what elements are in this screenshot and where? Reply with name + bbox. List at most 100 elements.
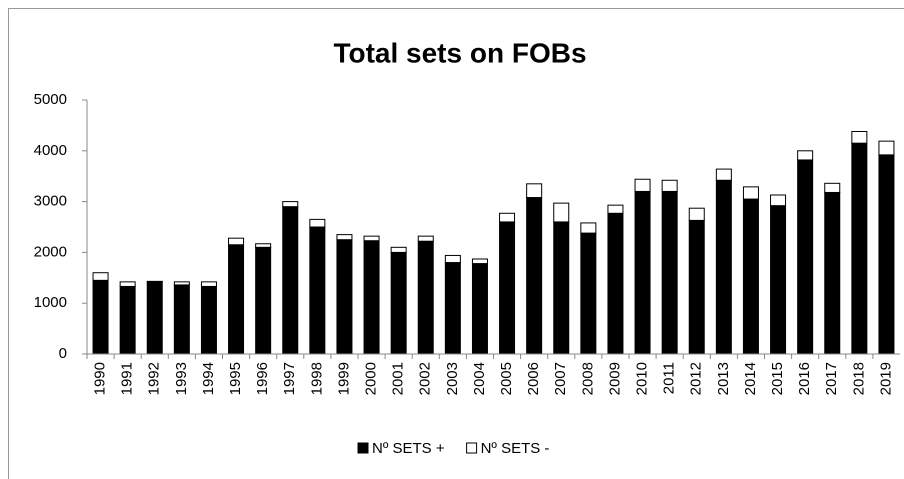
bar-segment (661, 190, 678, 355)
x-tick-label: 2002 (417, 362, 434, 395)
bar-segment (282, 201, 299, 208)
bar-segment (336, 239, 353, 355)
bar-segment (851, 130, 868, 144)
bar-segment (878, 140, 895, 156)
bar-segment (851, 142, 868, 355)
bar-segment (471, 263, 488, 355)
bar-segment (444, 262, 461, 355)
bar-segment (146, 280, 163, 283)
bar-segment (336, 234, 353, 241)
x-tick-label: 2008 (579, 362, 596, 395)
x-tick-label: 2003 (444, 362, 461, 395)
bar-segment (742, 198, 759, 355)
x-tick-label: 1995 (227, 362, 244, 395)
bar-segment (119, 281, 136, 287)
y-tick-label: 0 (59, 345, 67, 362)
bar-segment (309, 218, 326, 228)
bar-segment (770, 205, 787, 355)
bar-segment (553, 202, 570, 223)
bar-segment (309, 226, 326, 355)
bar-segment (417, 235, 434, 242)
x-tick-label: 2017 (823, 362, 840, 395)
bar-segment (715, 168, 732, 181)
bar-segment (715, 179, 732, 355)
legend-label: Nº SETS - (481, 440, 550, 457)
bar-segment (200, 285, 217, 355)
bar-segment (634, 178, 651, 192)
x-tick-label: 2018 (850, 362, 867, 395)
x-tick-label: 1994 (200, 362, 217, 395)
bar-segment (607, 204, 624, 214)
bar-segment (471, 258, 488, 265)
bar-segment (363, 235, 380, 242)
bar-segment (228, 237, 245, 246)
x-tick-label: 2006 (525, 362, 542, 395)
bar-segment (499, 212, 516, 223)
bar-segment (688, 219, 705, 355)
bar-segment (363, 240, 380, 355)
bar-segment (390, 246, 407, 253)
x-tick-label: 2014 (742, 362, 759, 395)
x-tick-label: 2016 (796, 362, 813, 395)
x-tick-label: 1990 (92, 362, 109, 395)
x-tick-label: 1998 (308, 362, 325, 395)
x-tick-label: 2013 (715, 362, 732, 395)
x-tick-label: 1992 (146, 362, 163, 395)
legend-swatch (466, 442, 478, 454)
y-tick-label: 3000 (34, 193, 67, 210)
bar-segment (634, 190, 651, 355)
bar-segment (228, 244, 245, 355)
x-tick-label: 2000 (363, 362, 380, 395)
bar-segment (200, 281, 217, 287)
bar-segment (797, 159, 814, 355)
x-tick-label: 2001 (390, 362, 407, 395)
x-tick-label: 2019 (877, 362, 894, 395)
x-tick-label: 1991 (119, 362, 136, 395)
x-tick-label: 1996 (254, 362, 271, 395)
bar-segment (553, 221, 570, 355)
x-tick-label: 1997 (281, 362, 298, 395)
bar-segment (688, 207, 705, 221)
x-tick-label: 2012 (688, 362, 705, 395)
bar-segment (878, 154, 895, 355)
bar-segment (499, 221, 516, 355)
bar-segment (526, 183, 543, 199)
bar-segment (119, 285, 136, 355)
x-tick-label: 2010 (634, 362, 651, 395)
x-tick-label: 2009 (606, 362, 623, 395)
x-tick-label: 1993 (173, 362, 190, 395)
bar-segment (92, 272, 109, 281)
x-tick-label: 2015 (769, 362, 786, 395)
bar-segment (173, 284, 190, 355)
y-tick-label: 5000 (34, 91, 67, 108)
chart-frame (8, 8, 904, 479)
bar-segment (255, 243, 272, 248)
x-tick-label: 1999 (335, 362, 352, 395)
bar-segment (444, 254, 461, 264)
bar-segment (797, 150, 814, 161)
x-tick-label: 2005 (498, 362, 515, 395)
legend-label: Nº SETS + (372, 440, 445, 457)
y-tick-label: 1000 (34, 294, 67, 311)
y-tick-label: 2000 (34, 243, 67, 260)
chart-title: Total sets on FOBs (333, 37, 586, 68)
bar-segment (92, 279, 109, 355)
bar-segment (255, 246, 272, 355)
bar-segment (282, 206, 299, 355)
bar-segment (173, 281, 190, 286)
x-tick-label: 2004 (471, 362, 488, 395)
x-tick-label: 2007 (552, 362, 569, 395)
x-tick-label: 2011 (661, 362, 678, 394)
bar-segment (661, 179, 678, 192)
bar-segment (742, 186, 759, 200)
bar-segment (526, 197, 543, 355)
bar-segment (607, 212, 624, 355)
bar-segment (824, 191, 841, 355)
bar-segment (580, 222, 597, 234)
bar-segment (417, 240, 434, 355)
bar-segment (824, 182, 841, 193)
y-tick-label: 4000 (34, 142, 67, 159)
bar-segment (390, 251, 407, 355)
bar-segment (580, 232, 597, 355)
